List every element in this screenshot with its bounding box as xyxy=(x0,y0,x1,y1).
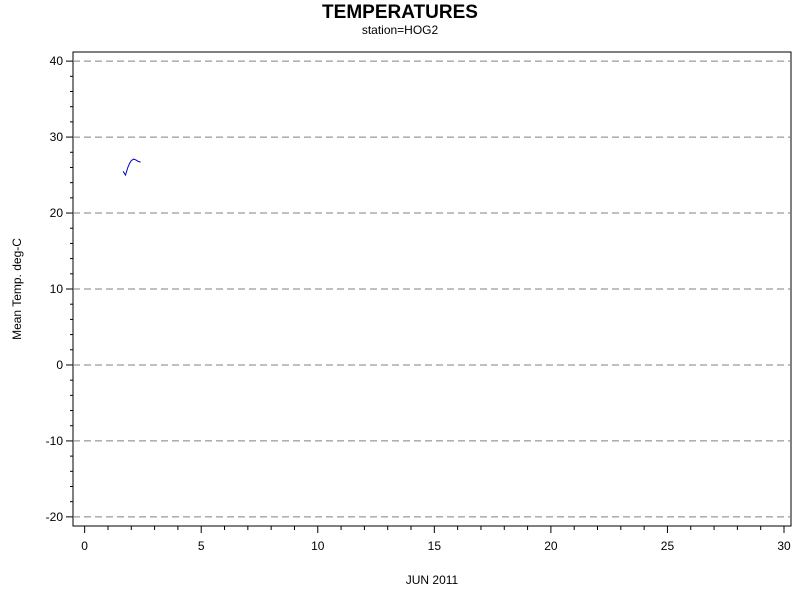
x-axis: 0 5 10 15 20 25 30 xyxy=(81,526,791,553)
y-tick-label: -10 xyxy=(46,434,64,448)
x-tick-label: 25 xyxy=(661,539,675,553)
x-tick-label: 5 xyxy=(198,539,205,553)
chart-title: TEMPERATURES xyxy=(322,2,478,23)
y-tick-label: 10 xyxy=(50,282,64,296)
x-tick-label: 20 xyxy=(544,539,558,553)
series-line xyxy=(122,158,141,177)
x-tick-label: 15 xyxy=(428,539,442,553)
y-axis-label: Mean Temp. deg-C xyxy=(10,238,24,340)
y-tick-label: 30 xyxy=(50,130,64,144)
x-tick-label: 30 xyxy=(777,539,791,553)
y-tick-label: 20 xyxy=(50,206,64,220)
grid-lines xyxy=(73,60,791,518)
x-tick-label: 10 xyxy=(311,539,325,553)
x-axis-label: JUN 2011 xyxy=(406,573,459,587)
x-tick-label: 0 xyxy=(81,539,88,553)
y-tick-label: 0 xyxy=(56,358,63,372)
series-layer xyxy=(122,158,141,177)
y-tick-label: 40 xyxy=(50,54,64,68)
chart-subtitle: station=HOG2 xyxy=(362,23,439,37)
y-tick-label: -20 xyxy=(46,510,64,524)
y-axis: -20 -10 0 10 20 30 40 xyxy=(46,54,73,524)
